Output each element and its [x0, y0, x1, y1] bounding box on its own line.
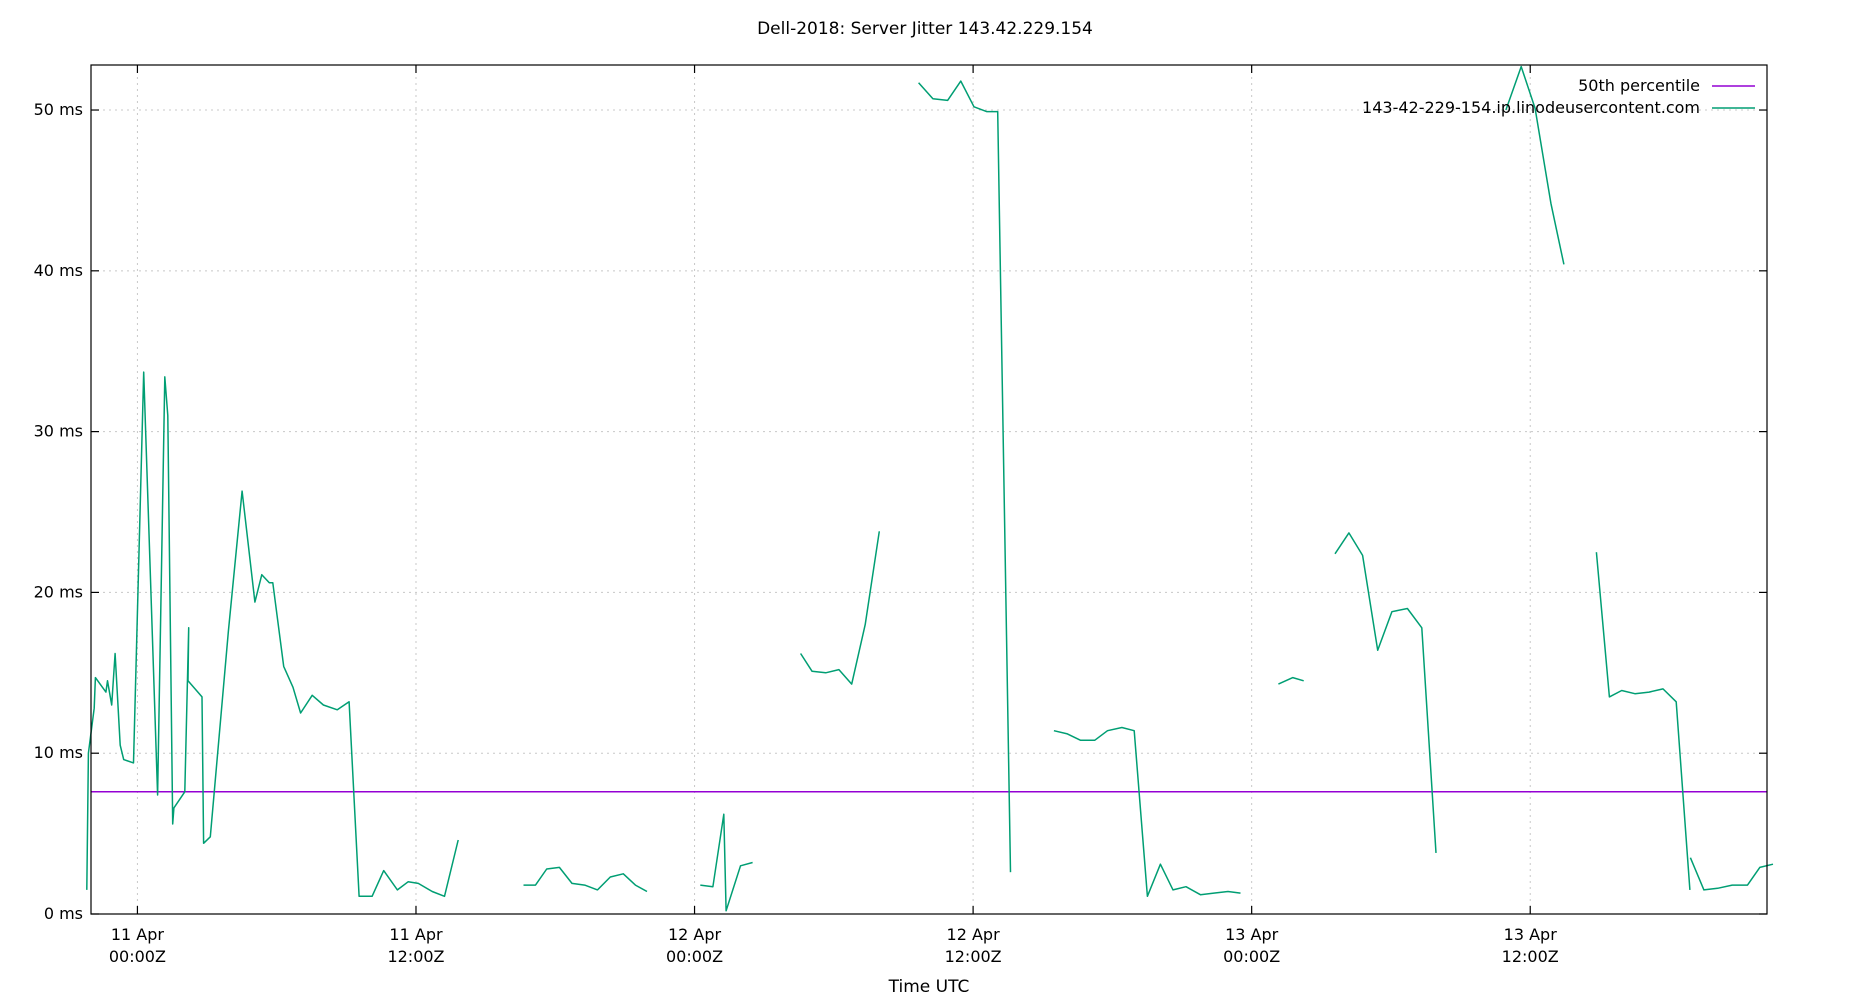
x-tick-label-time: 00:00Z: [1223, 947, 1280, 966]
series-jitter-segment: [523, 866, 648, 893]
plot-area: [86, 65, 1774, 912]
series-jitter-segment: [1278, 676, 1304, 685]
legend: 50th percentile 143-42-229-154.ip.linodeu…: [1362, 76, 1755, 117]
x-axis: 11 Apr 00:00Z 11 Apr 12:00Z 12 Apr 00:00Z 12 A…: [109, 65, 1559, 966]
grid-lines: [91, 65, 1767, 915]
x-tick-label-date: 12 Apr: [947, 925, 1001, 944]
x-tick-label-date: 13 Apr: [1225, 925, 1279, 944]
plot-frame: [90, 64, 1768, 915]
x-axis-label: Time UTC: [888, 977, 970, 997]
series-jitter-segment: [1595, 552, 1691, 890]
x-tick-label-time: 12:00Z: [945, 947, 1002, 966]
x-tick-label-time: 12:00Z: [1502, 947, 1559, 966]
series-jitter-segment: [1334, 532, 1437, 853]
series-jitter-segment: [1505, 65, 1565, 265]
y-tick-label: 10 ms: [34, 743, 83, 762]
x-tick-label-date: 13 Apr: [1504, 925, 1558, 944]
series-jitter-segment: [918, 80, 1012, 873]
y-tick-label: 50 ms: [34, 100, 83, 119]
y-tick-label: 30 ms: [34, 422, 83, 441]
x-tick-label-date: 11 Apr: [111, 925, 165, 944]
series-jitter-segment: [86, 371, 459, 898]
x-tick-label-date: 12 Apr: [668, 925, 722, 944]
series-jitter-segment: [700, 813, 753, 912]
x-tick-label-date: 11 Apr: [389, 925, 443, 944]
series-jitter-segment: [799, 531, 881, 685]
y-axis: 0 ms 10 ms 20 ms 30 ms 40 ms 50 ms: [34, 100, 1767, 923]
chart-title: Dell-2018: Server Jitter 143.42.229.154: [757, 19, 1093, 39]
y-tick-label: 0 ms: [44, 904, 83, 923]
x-tick-label-time: 00:00Z: [666, 947, 723, 966]
x-tick-label-time: 12:00Z: [387, 947, 444, 966]
series-jitter-segment: [1689, 857, 1774, 891]
series-jitter-segment: [1053, 726, 1241, 898]
legend-label: 143-42-229-154.ip.linodeusercontent.com: [1362, 98, 1700, 117]
y-tick-label: 20 ms: [34, 582, 83, 601]
legend-label: 50th percentile: [1578, 76, 1700, 95]
y-tick-label: 40 ms: [34, 261, 83, 280]
x-tick-label-time: 00:00Z: [109, 947, 166, 966]
